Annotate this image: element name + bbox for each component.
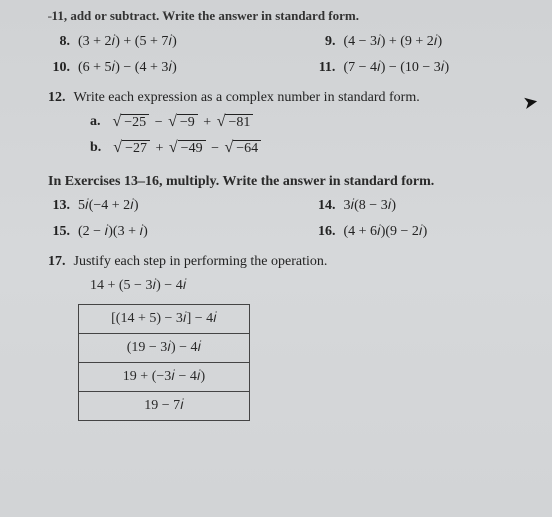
question-15: 15. (2 − 𝑖)(3 + 𝑖) — [48, 224, 313, 240]
q12-num: 12. — [48, 90, 66, 106]
table-row: (19 − 3𝑖) − 4𝑖 — [79, 333, 250, 362]
q11-expr: (7 − 4𝑖) − (10 − 3𝑖) — [343, 60, 449, 76]
q15-num: 15. — [48, 224, 70, 240]
question-13: 13. 5𝑖(−4 + 2𝑖) — [48, 198, 313, 214]
q14-num: 14. — [313, 198, 335, 214]
question-8: 8. (3 + 2𝑖) + (5 + 7𝑖) — [48, 34, 313, 50]
q12a-expr: √−25 − √−9 + √−81 — [111, 114, 256, 132]
q17-start: 14 + (5 − 3𝑖) − 4𝑖 — [90, 278, 522, 294]
q17-text: Justify each step in performing the oper… — [74, 254, 328, 270]
question-17: 17. Justify each step in performing the … — [48, 254, 522, 270]
q14-expr: 3𝑖(8 − 3𝑖) — [343, 198, 396, 214]
q10-num: 10. — [48, 60, 70, 76]
step-1: [(14 + 5) − 3𝑖] − 4𝑖 — [79, 304, 250, 333]
q12a-let: a. — [90, 114, 101, 132]
q13-expr: 5𝑖(−4 + 2𝑖) — [78, 198, 139, 214]
q12b-let: b. — [90, 140, 101, 158]
question-9: 9. (4 − 3𝑖) + (9 + 2𝑖) — [313, 34, 522, 50]
question-14: 14. 3𝑖(8 − 3𝑖) — [313, 198, 522, 214]
question-12: 12. Write each expression as a complex n… — [48, 90, 522, 106]
q10-expr: (6 + 5𝑖) − (4 + 3𝑖) — [78, 60, 177, 76]
q12-text: Write each expression as a complex numbe… — [74, 90, 420, 106]
question-16: 16. (4 + 6𝑖)(9 − 2𝑖) — [313, 224, 522, 240]
section-2-head: In Exercises 13–16, multiply. Write the … — [48, 174, 522, 190]
step-3: 19 + (−3𝑖 − 4𝑖) — [79, 362, 250, 391]
q16-expr: (4 + 6𝑖)(9 − 2𝑖) — [343, 224, 427, 240]
steps-table: [(14 + 5) − 3𝑖] − 4𝑖 (19 − 3𝑖) − 4𝑖 19 +… — [78, 304, 250, 421]
q12b-expr: √−27 + √−49 − √−64 — [111, 140, 263, 158]
q15-expr: (2 − 𝑖)(3 + 𝑖) — [78, 224, 148, 240]
q17-num: 17. — [48, 254, 66, 270]
q12a: a. √−25 − √−9 + √−81 — [90, 114, 522, 132]
table-row: 19 + (−3𝑖 − 4𝑖) — [79, 362, 250, 391]
step-2: (19 − 3𝑖) − 4𝑖 — [79, 333, 250, 362]
q13-num: 13. — [48, 198, 70, 214]
question-11: 11. (7 − 4𝑖) − (10 − 3𝑖) — [313, 60, 522, 76]
q16-num: 16. — [313, 224, 335, 240]
q8-num: 8. — [48, 34, 70, 50]
q12b: b. √−27 + √−49 − √−64 — [90, 140, 522, 158]
table-row: 19 − 7𝑖 — [79, 391, 250, 420]
partial-header: In Exercises 8–11, add or subtract. Writ… — [48, 8, 522, 24]
q8-expr: (3 + 2𝑖) + (5 + 7𝑖) — [78, 34, 177, 50]
q9-expr: (4 − 3𝑖) + (9 + 2𝑖) — [343, 34, 442, 50]
q11-num: 11. — [313, 60, 335, 76]
step-4: 19 − 7𝑖 — [79, 391, 250, 420]
question-10: 10. (6 + 5𝑖) − (4 + 3𝑖) — [48, 60, 313, 76]
table-row: [(14 + 5) − 3𝑖] − 4𝑖 — [79, 304, 250, 333]
cursor-icon: ➤ — [521, 91, 540, 114]
q9-num: 9. — [313, 34, 335, 50]
